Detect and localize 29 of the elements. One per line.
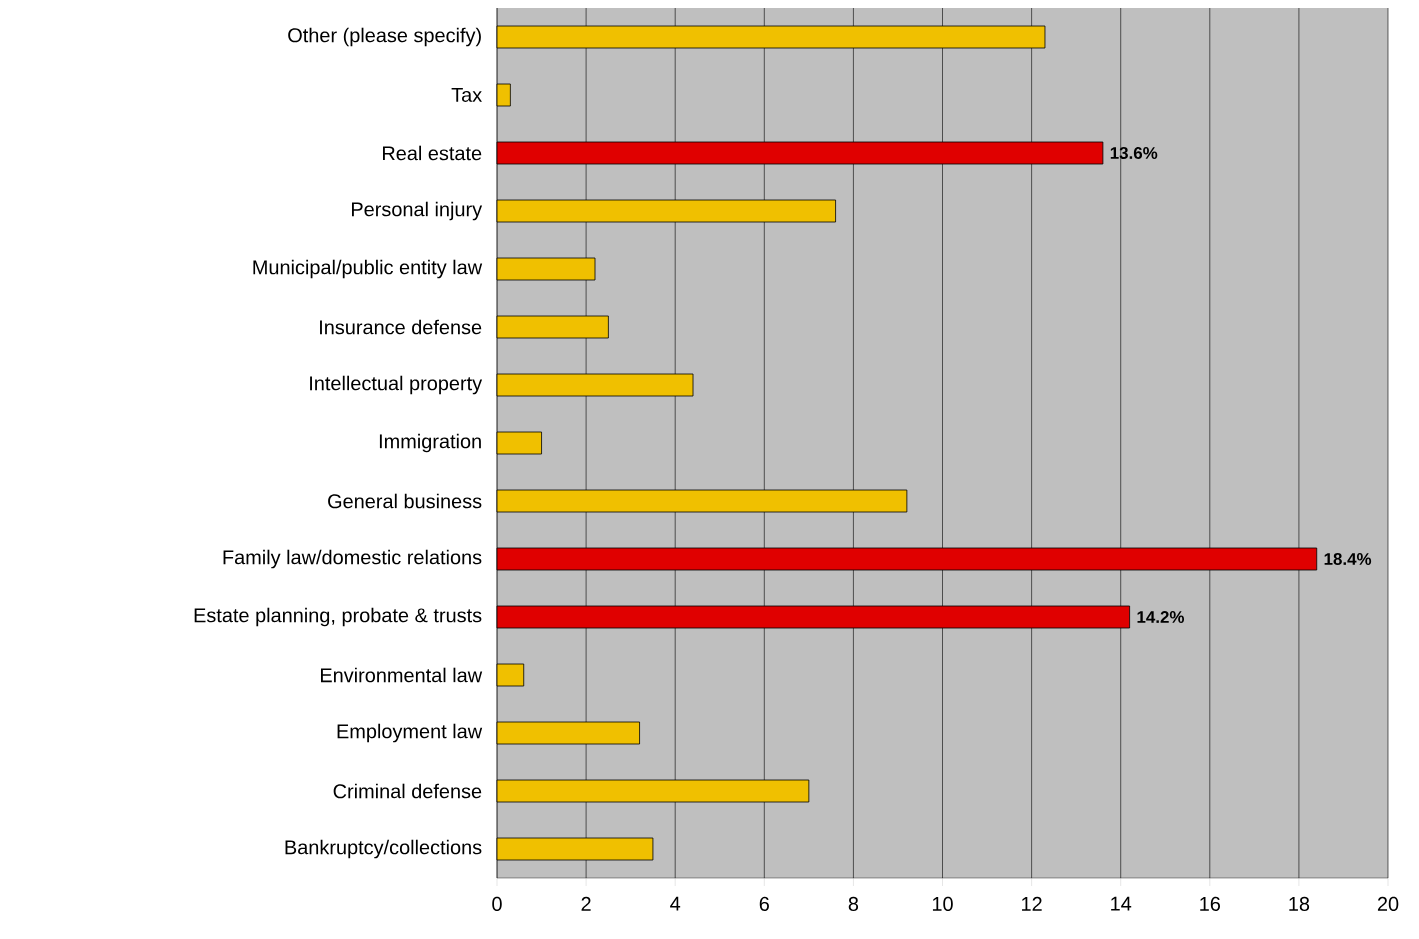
y-tick-label: General business xyxy=(328,493,482,509)
x-tick-label: 16 xyxy=(1200,896,1221,911)
x-tick-label: 18 xyxy=(1289,896,1310,911)
y-tick-label: Employment law xyxy=(337,723,483,743)
data-label: 14.2% xyxy=(1137,611,1185,623)
y-tick-label: Municipal/public entity law xyxy=(253,259,483,279)
y-tick-label: Other (please specify) xyxy=(288,27,481,47)
y-tick-label: Real estate xyxy=(383,145,482,161)
y-tick-label: Intellectual property xyxy=(310,375,483,395)
y-tick-label: Personal injury xyxy=(352,201,483,221)
y-tick-label: Family law/domestic relations xyxy=(223,549,482,569)
x-tick-label: 14 xyxy=(1111,896,1132,911)
x-tick-label: 0 xyxy=(492,896,502,911)
y-tick-label: Bankruptcy/collections xyxy=(285,839,482,859)
data-label: 13.6% xyxy=(1110,146,1158,160)
x-tick-label: 2 xyxy=(581,896,591,911)
x-tick-label: 6 xyxy=(759,896,769,911)
y-tick-label: Estate planning, probate & trusts xyxy=(194,607,482,627)
x-tick-label: 10 xyxy=(932,896,953,911)
y-tick-label: Immigration xyxy=(379,433,481,453)
x-tick-label: 8 xyxy=(848,896,859,911)
y-tick-label: Environmental law xyxy=(321,667,483,683)
y-tick-label: Tax xyxy=(451,88,482,102)
x-tick-label: 20 xyxy=(1377,896,1399,911)
x-tick-label: 12 xyxy=(1022,896,1042,911)
y-tick-label: Criminal defense xyxy=(333,783,482,799)
data-label: 18.4% xyxy=(1324,553,1372,566)
x-tick-label: 4 xyxy=(670,896,681,911)
y-tick-label: Insurance defense xyxy=(320,319,482,335)
